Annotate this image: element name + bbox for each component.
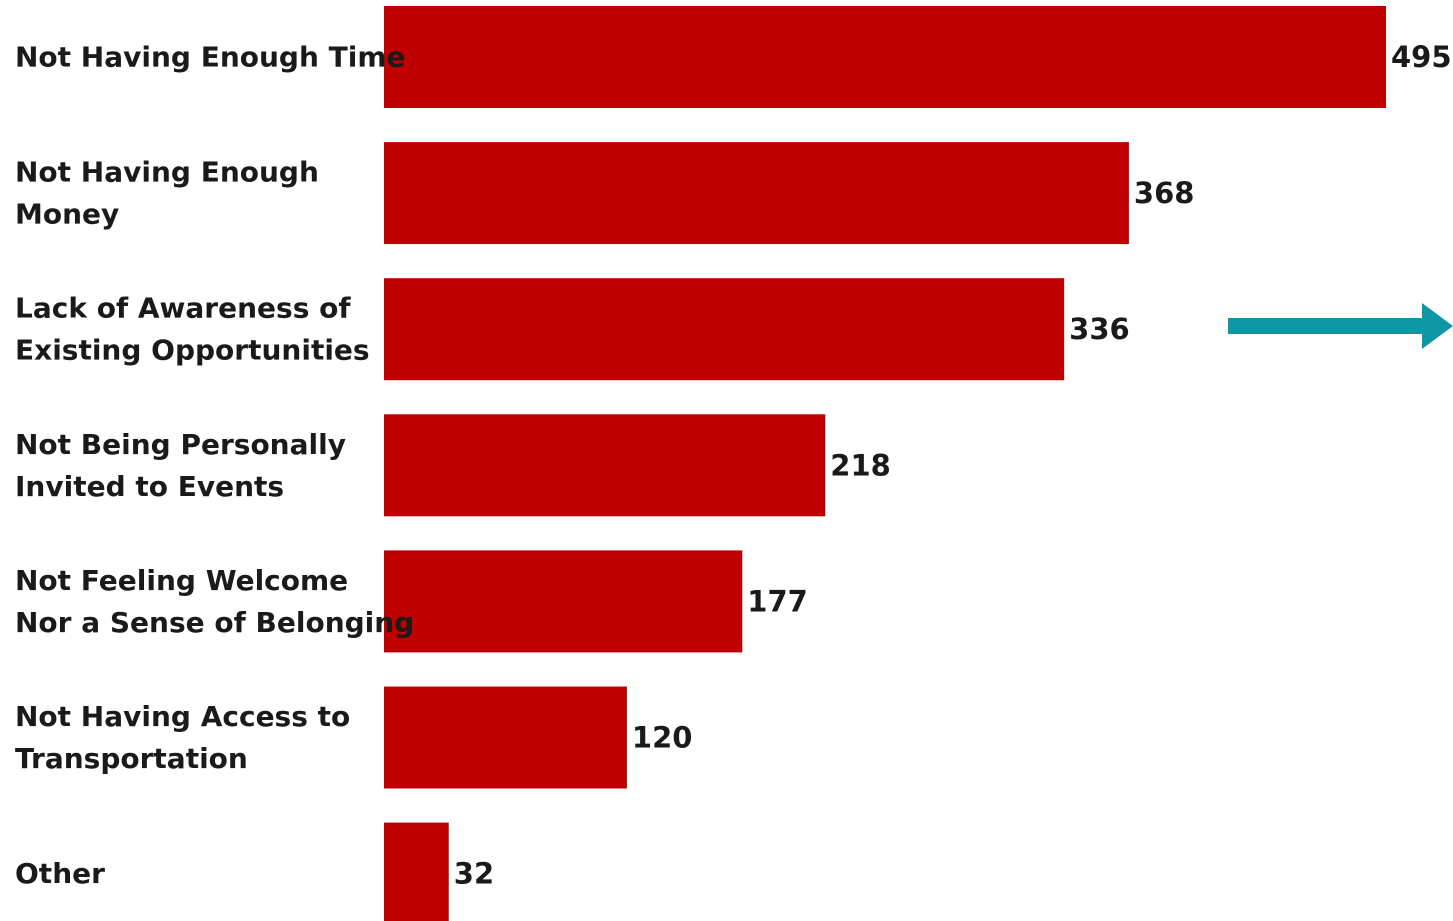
category-label-line: Transportation (15, 742, 248, 775)
arrow-right-icon (1228, 303, 1453, 349)
category-labels-group: Not Having Enough Time Not Having Enough M… (15, 41, 414, 891)
bar (384, 686, 627, 789)
bar (384, 414, 826, 517)
bar (384, 550, 743, 653)
category-label-line: Nor a Sense of Belonging (15, 606, 414, 639)
bars-group (384, 6, 1386, 921)
category-label-line: Lack of Awareness of (15, 292, 351, 325)
bar (384, 822, 449, 921)
value-label: 336 (1069, 312, 1130, 346)
value-label: 32 (454, 857, 494, 891)
category-label: Lack of Awareness of Existing Opportuniti… (15, 292, 370, 367)
value-label: 120 (632, 721, 693, 755)
category-label-line: Not Having Enough (15, 156, 319, 189)
category-label: Not Having Enough Time (15, 41, 406, 74)
bar (384, 6, 1386, 108)
category-label: Not Being Personally Invited to Events (15, 428, 346, 503)
value-label: 368 (1134, 176, 1195, 210)
category-label: Not Having Enough Money (15, 156, 319, 231)
category-label-line: Not Feeling Welcome (15, 564, 348, 597)
category-label-line: Not Having Enough Time (15, 41, 406, 74)
value-label: 495 (1391, 40, 1452, 74)
category-label-line: Not Having Access to (15, 700, 350, 733)
bar (384, 142, 1129, 245)
bar (384, 278, 1065, 381)
category-label-line: Not Being Personally (15, 428, 346, 461)
arrow-head (1422, 303, 1453, 349)
value-label: 218 (830, 448, 891, 482)
category-label-line: Existing Opportunities (15, 334, 370, 367)
arrow-shaft (1228, 318, 1426, 334)
category-label: Other (15, 857, 105, 890)
category-label: Not Feeling Welcome Nor a Sense of Belong… (15, 564, 414, 639)
value-labels-group: 495 368 336 218 177 120 32 (454, 40, 1452, 891)
category-label-line: Other (15, 857, 105, 890)
category-label-line: Money (15, 198, 119, 231)
value-label: 177 (747, 584, 808, 618)
category-label: Not Having Access to Transportation (15, 700, 350, 775)
category-label-line: Invited to Events (15, 470, 284, 503)
